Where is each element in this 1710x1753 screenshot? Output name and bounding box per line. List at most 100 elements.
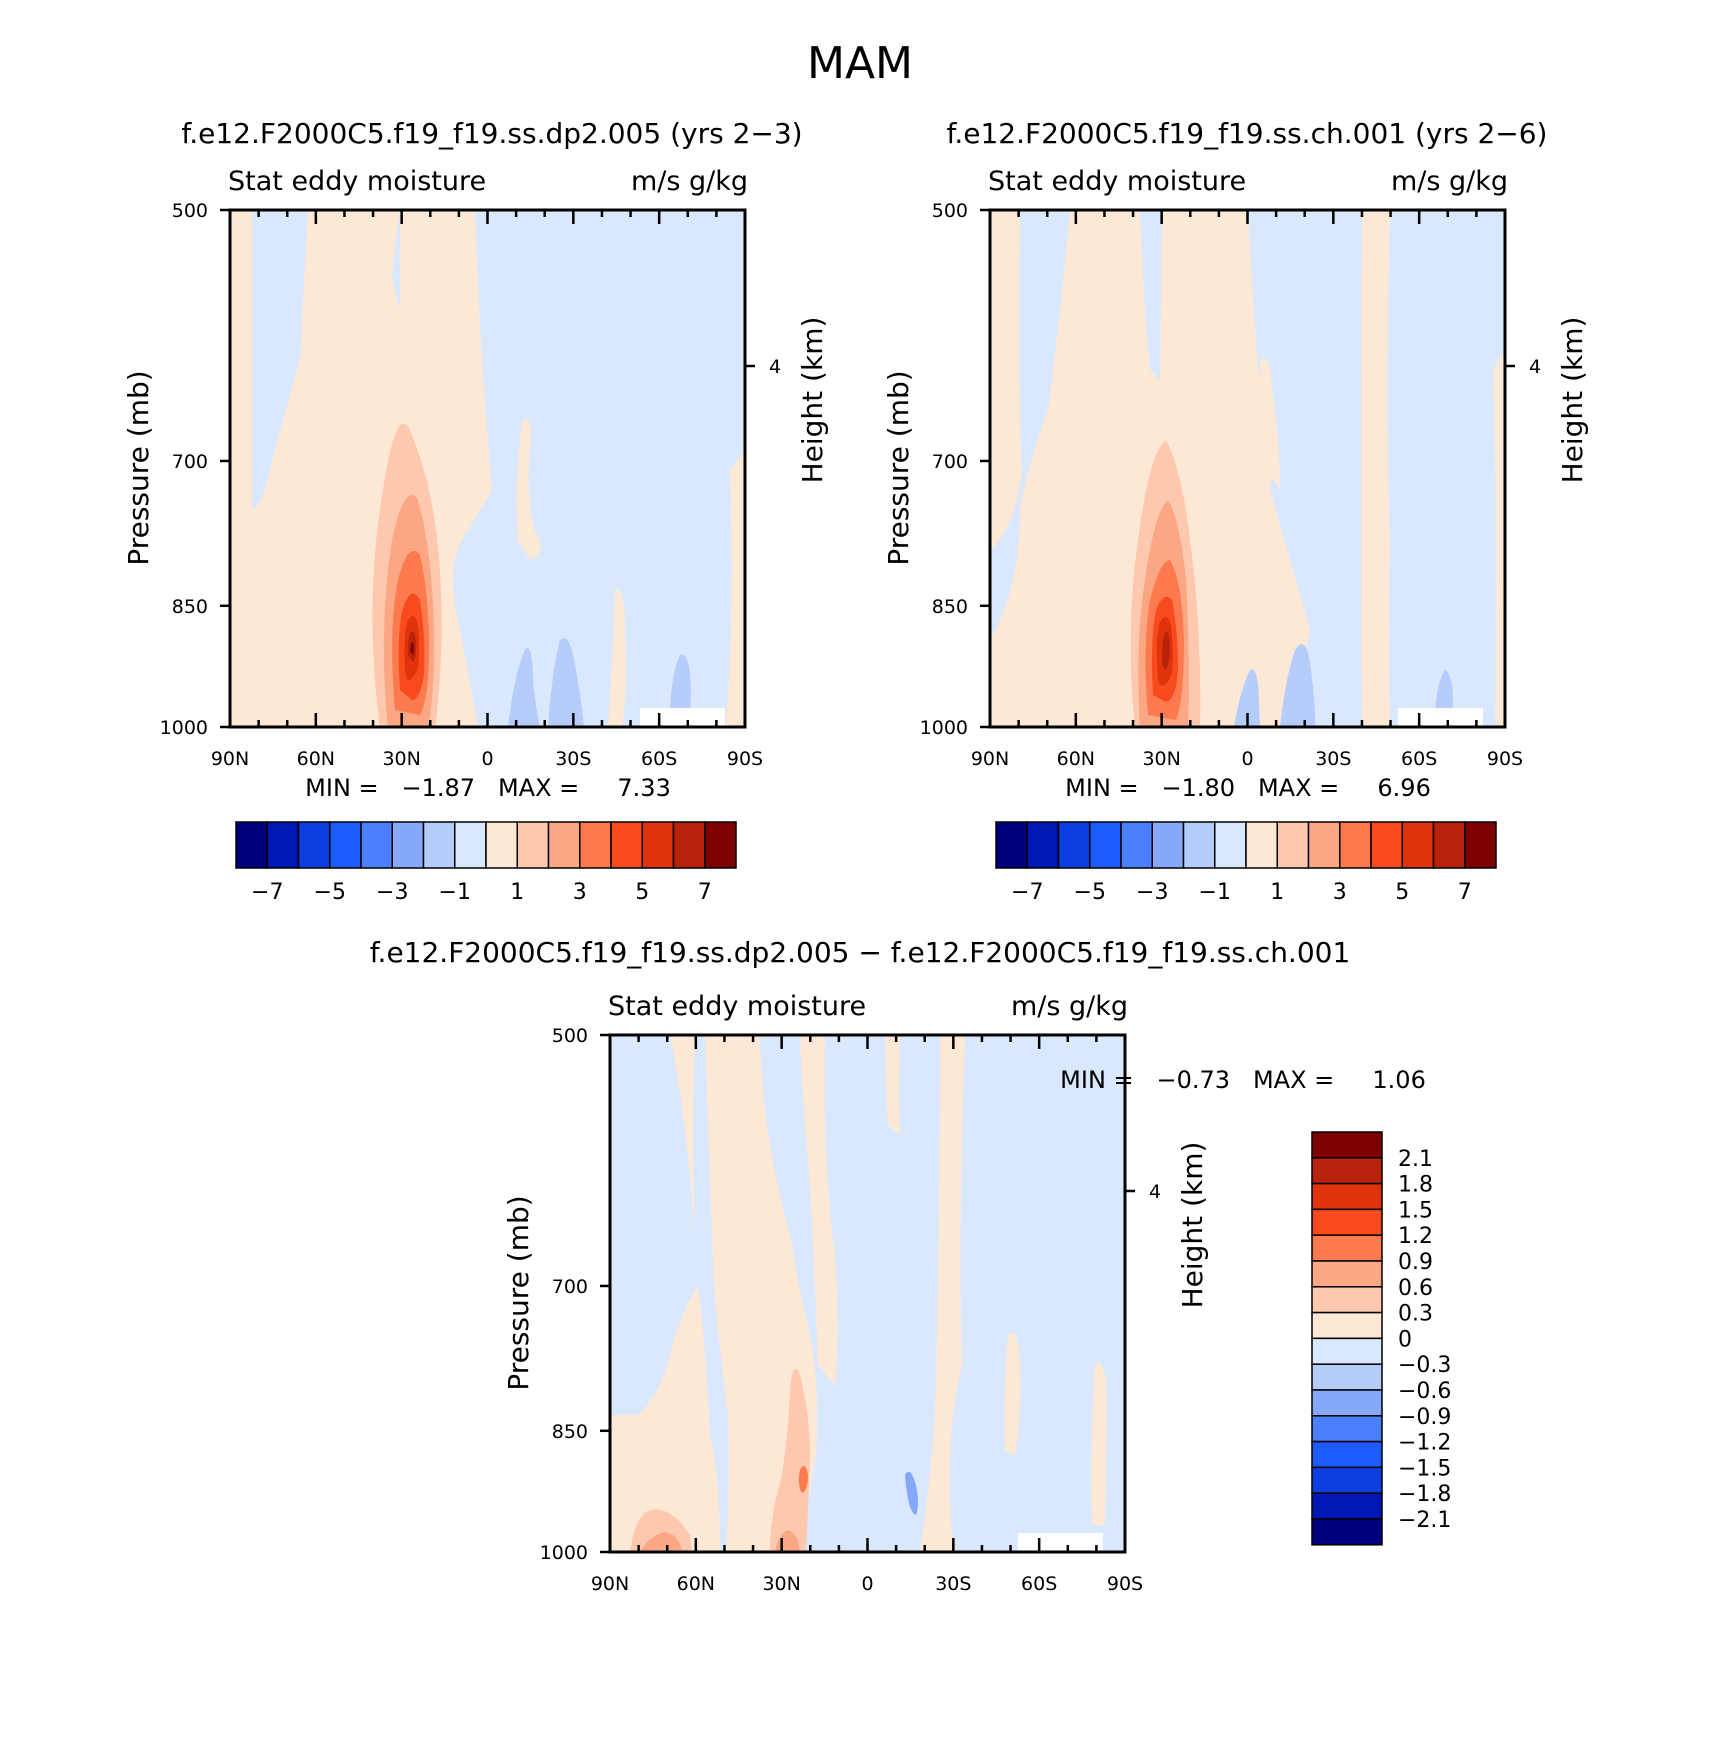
panel-b-x-tick-label: 90S [1487,748,1523,770]
panel-a-labelbar-swatch [360,821,393,869]
panel-a-y-tick-label: 700 [172,451,208,473]
panel-c-labelbar-label: −1.5 [1398,1456,1451,1481]
panel-b-x-tick-label: 30N [1142,748,1180,770]
panel-c-min-max: MIN = −0.73 MAX = 1.06 [1060,1066,1426,1094]
panel-c-level-0-1-tongue [800,1035,838,1385]
panel-a-contour-field [230,210,745,727]
panel-a-y-tick-label: 1000 [160,717,208,739]
panel-b-x-tick-label: 30S [1315,748,1351,770]
panel-c-y-tick-label: 500 [552,1025,588,1047]
panel-a-labelbar-swatch [329,821,362,869]
panel-c-level-0-3-a [770,1368,810,1552]
panel-b-ylabel: Pressure (mb) [882,370,915,565]
panel-c-labelbar-label: 1.8 [1398,1173,1433,1198]
panel-c-labelbar-label: 0.9 [1398,1250,1433,1275]
panel-c-title: f.e12.F2000C5.f19_f19.ss.dp2.005 − f.e12… [370,936,1351,969]
panel-a-labelbar-label: −5 [314,880,346,905]
panel-a-level-7-max [410,642,414,656]
panel-b-labelbar-label: −5 [1074,880,1106,905]
panel-b-title: f.e12.F2000C5.f19_f19.ss.ch.001 (yrs 2−6… [947,117,1548,150]
panel-a-x-tick-label: 60S [641,748,677,770]
panel-b-level-0-1-band [1361,210,1390,727]
panel-a-labelbar-label: 3 [573,880,587,905]
panel-c-labelbar-swatch [1311,1157,1383,1185]
panel-a-level-0-1-blob2 [608,589,626,727]
panel-c-x-tick-label: 60N [677,1573,715,1595]
panel-c-level-0-1-band [920,1035,965,1552]
panel-b-y-tick-label: 700 [932,451,968,473]
panel-b-labelbar-swatch [1339,821,1372,869]
panel-c-labelbar-label: −1.8 [1398,1482,1451,1507]
panel-a-labelbar-swatch [704,821,737,869]
panel-b-x-tick-label: 90N [971,748,1009,770]
panel-a-labelbar-swatch [391,821,425,869]
panel-a-level-0-1-blob [516,419,542,560]
panel-c-level-0-1-west [610,1035,720,1552]
panel-a-labelbar-label: 7 [698,880,712,905]
panel-b-labelbar-label: −3 [1136,880,1168,905]
panel-a-right-label: m/s g/kg [631,166,748,197]
panel-b-y2-tick-label: 4 [1529,356,1541,378]
panel-a-labelbar-label: 5 [635,880,649,905]
panel-a-level-neg-1 [508,648,540,727]
panel-b-right-label: m/s g/kg [1391,166,1508,197]
panel-a-y-tick-label: 500 [172,200,208,222]
panel-c-level-0-1-east [1091,1363,1107,1525]
panel-a-ylabel: Pressure (mb) [122,370,155,565]
figure-title: MAM [807,38,913,89]
panel-c-ylabel: Pressure (mb) [502,1195,535,1390]
panel-b: f.e12.F2000C5.f19_f19.ss.ch.001 (yrs 2−6… [882,117,1589,905]
panel-b-labelbar-swatch [1464,821,1497,869]
panel-a-labelbar-label: 1 [510,880,524,905]
panel-c-level-neg-0-3 [905,1471,918,1515]
panel-a-labelbar-swatch [610,821,643,869]
panel-a-missing-data [640,708,725,727]
panel-a-labelbar-swatch [672,821,706,869]
panel-a-labelbar-swatch [235,821,268,869]
panel-b-labelbar-swatch [1120,821,1153,869]
panel-b-level-neg-1 [1234,669,1260,727]
panel-a-y-tick-label: 850 [172,596,208,618]
panel-b-labelbar-label: 3 [1333,880,1347,905]
panel-c-x-tick-label: 30N [762,1573,800,1595]
panel-b-labelbar-label: 1 [1270,880,1284,905]
panel-c-x-tick-label: 0 [861,1573,873,1595]
panel-b-level-neg-2 [1280,644,1316,727]
panel-c-labelbar-swatch [1311,1466,1383,1494]
panel-a-min-max: MIN = −1.87 MAX = 7.33 [305,774,671,802]
panel-c-labelbar-swatch [1311,1311,1383,1340]
panel-a-x-tick-label: 90S [727,748,763,770]
panel-b-labelbar-label: −1 [1199,880,1231,905]
panel-a-labelbar-swatch [641,821,675,869]
panel-a-labelbar-swatch [297,821,331,869]
panel-c-labelbar-label: 0.6 [1398,1276,1433,1301]
panel-a-x-tick-label: 30N [382,748,420,770]
panel-b-ylabel-right: Height (km) [1556,317,1589,484]
panel-b-labelbar-swatch [1026,821,1060,869]
panel-b-y-tick-label: 850 [932,596,968,618]
panel-a-labelbar-label: −7 [251,880,283,905]
panel-b-labelbar-swatch [1276,821,1310,869]
panel-b-labelbar-swatch [1245,821,1278,869]
panel-c-x-tick-label: 30S [935,1573,971,1595]
panel-b-labelbar-label: 7 [1458,880,1472,905]
panel-b-labelbar-swatch [1151,821,1185,869]
panel-c-labelbar-swatch [1311,1415,1383,1443]
panel-c-y2-tick-label: 4 [1149,1181,1161,1203]
panel-a-labelbar-label: −1 [439,880,471,905]
panel-a: f.e12.F2000C5.f19_f19.ss.dp2.005 (yrs 2−… [122,117,829,905]
panel-c-labelbar-label: 2.1 [1398,1147,1433,1172]
panel-c-labelbar-swatch [1311,1182,1383,1211]
panel-b-labelbar: −7 −5 −3 −1 1 3 5 7 [995,821,1497,905]
panel-c-labelbar-swatch [1311,1131,1383,1159]
panel-c-labelbar-label: −1.2 [1398,1431,1451,1456]
panel-b-x-tick-label: 60N [1057,748,1095,770]
panel-a-ylabel-right: Height (km) [796,317,829,484]
panel-c: f.e12.F2000C5.f19_f19.ss.dp2.005 − f.e12… [370,936,1452,1595]
panel-b-level-0-1 [990,210,1310,727]
panel-b-x-tick-label: 0 [1241,748,1253,770]
panel-a-title: f.e12.F2000C5.f19_f19.ss.dp2.005 (yrs 2−… [181,117,802,150]
panel-c-labelbar-label: 1.5 [1398,1198,1433,1223]
panel-a-level-neg-2 [548,638,584,727]
